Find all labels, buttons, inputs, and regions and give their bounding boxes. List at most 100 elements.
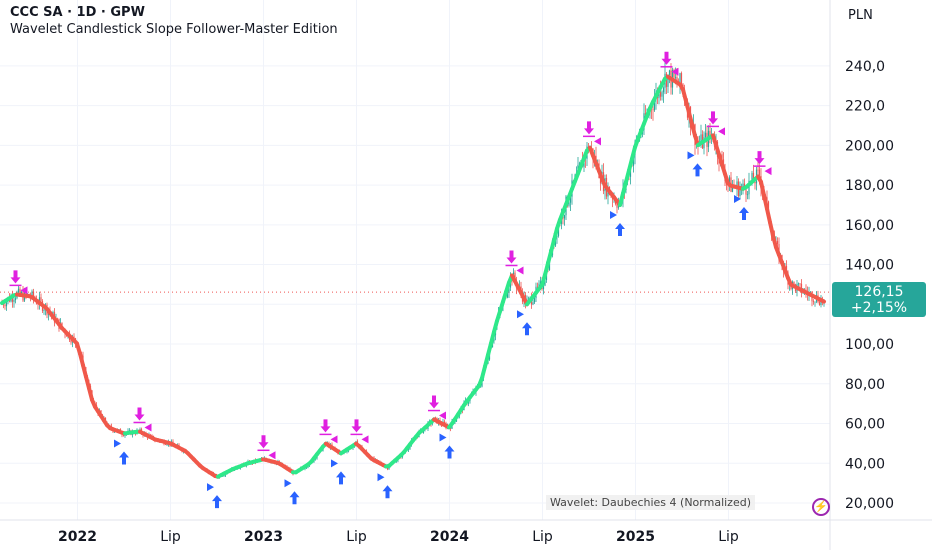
- buy-arrow-icon: [692, 163, 703, 177]
- candle-body: [736, 181, 738, 188]
- candle-body: [599, 178, 602, 184]
- candle-body: [533, 298, 536, 303]
- buy-arrow-icon: [289, 491, 300, 505]
- sell-arrow-icon: [320, 419, 331, 433]
- candle-body: [709, 130, 711, 137]
- candle-body: [728, 177, 731, 184]
- sell-triangle-icon: [20, 286, 28, 295]
- buy-arrow-icon: [119, 451, 129, 465]
- candle-body: [700, 134, 702, 144]
- candle-body: [479, 386, 482, 388]
- sell-arrow-icon: [258, 435, 269, 449]
- candle-body: [568, 202, 570, 206]
- candle-body: [532, 302, 534, 305]
- indicator-logo-icon: ⚡: [812, 498, 830, 516]
- candle-body: [799, 283, 801, 285]
- y-tick-label: 180,00: [845, 178, 894, 194]
- candle-body: [659, 87, 662, 97]
- sell-triangle-icon: [671, 67, 679, 76]
- x-tick-label: Lip: [160, 529, 181, 545]
- candle-body: [56, 318, 59, 320]
- candle-body: [164, 444, 167, 446]
- sell-arrow-icon: [429, 395, 439, 409]
- candle-body: [668, 70, 671, 75]
- candle-body: [578, 163, 581, 165]
- y-tick-label: 100,00: [845, 337, 894, 353]
- candle-body: [4, 305, 6, 307]
- candle-body: [814, 301, 816, 303]
- x-tick-label: 2025: [616, 529, 655, 545]
- sell-triangle-icon: [439, 411, 446, 420]
- last-price-badge: 126,15 +2,15%: [832, 282, 926, 317]
- x-tick-label: 2024: [430, 529, 469, 545]
- candle-body: [166, 444, 168, 446]
- candle-body: [766, 197, 768, 202]
- candle-body: [32, 291, 35, 299]
- candle-body: [748, 180, 750, 195]
- candle-body: [569, 196, 572, 203]
- sell-triangle-icon: [516, 266, 524, 275]
- candle-body: [721, 154, 723, 160]
- buy-triangle-icon: [734, 195, 741, 204]
- candle-body: [14, 298, 17, 301]
- candle-body: [70, 339, 72, 343]
- buy-arrow-icon: [615, 222, 625, 236]
- x-tick-label: 2022: [58, 529, 97, 545]
- candle-body: [122, 434, 125, 436]
- y-tick-label: 240,0: [845, 59, 885, 75]
- candle-body: [653, 99, 656, 111]
- candle-body: [19, 288, 21, 295]
- candle-body: [17, 288, 20, 293]
- candle-body: [667, 74, 669, 87]
- candle-body: [661, 92, 663, 97]
- candle-body: [31, 291, 33, 298]
- buy-arrow-icon: [444, 445, 455, 459]
- candle-body: [544, 280, 546, 286]
- buy-triangle-icon: [610, 210, 617, 219]
- candle-body: [739, 188, 741, 197]
- candle-body: [538, 283, 540, 288]
- candle-body: [665, 73, 668, 87]
- sell-arrow-icon: [661, 51, 672, 65]
- sell-arrow-icon: [134, 407, 145, 421]
- y-tick-label: 140,00: [845, 258, 894, 274]
- indicator-name[interactable]: Wavelet Candlestick Slope Follower-Maste…: [10, 22, 338, 37]
- buy-triangle-icon: [331, 459, 338, 468]
- candle-body: [754, 181, 756, 184]
- buy-arrow-icon: [522, 322, 532, 336]
- candle-body: [674, 77, 677, 78]
- wavelet-line-segment: [759, 179, 766, 198]
- candle-body: [757, 169, 759, 171]
- sell-arrow-icon: [584, 121, 594, 135]
- candle-body: [746, 194, 749, 196]
- sell-arrow-icon: [754, 151, 765, 165]
- candle-body: [73, 336, 75, 339]
- candle-body: [508, 287, 510, 294]
- sell-triangle-icon: [594, 137, 601, 146]
- candle-body: [680, 73, 683, 85]
- candle-body: [539, 281, 542, 284]
- candle-body: [616, 203, 618, 208]
- wavelet-line-segment: [819, 298, 826, 304]
- buy-arrow-icon: [212, 495, 222, 509]
- wavelet-line-segment: [762, 193, 769, 211]
- currency-label[interactable]: PLN: [848, 8, 873, 23]
- buy-arrow-icon: [336, 471, 346, 485]
- y-tick-label: 60,00: [845, 417, 885, 433]
- y-tick-label: 220,0: [845, 99, 885, 115]
- candle-body: [676, 77, 678, 83]
- candle-body: [506, 293, 509, 298]
- candle-body: [745, 188, 747, 195]
- sell-triangle-icon: [718, 127, 725, 136]
- buy-arrow-icon: [382, 485, 393, 499]
- candle-body: [536, 286, 539, 288]
- candle-body: [128, 430, 131, 432]
- candle-body: [5, 301, 8, 307]
- candle-body: [812, 301, 815, 302]
- candle-body: [20, 291, 23, 295]
- candle-body: [679, 73, 681, 85]
- y-tick-label: 20,000: [845, 496, 894, 512]
- candle-body: [742, 183, 744, 187]
- candle-body: [13, 300, 15, 302]
